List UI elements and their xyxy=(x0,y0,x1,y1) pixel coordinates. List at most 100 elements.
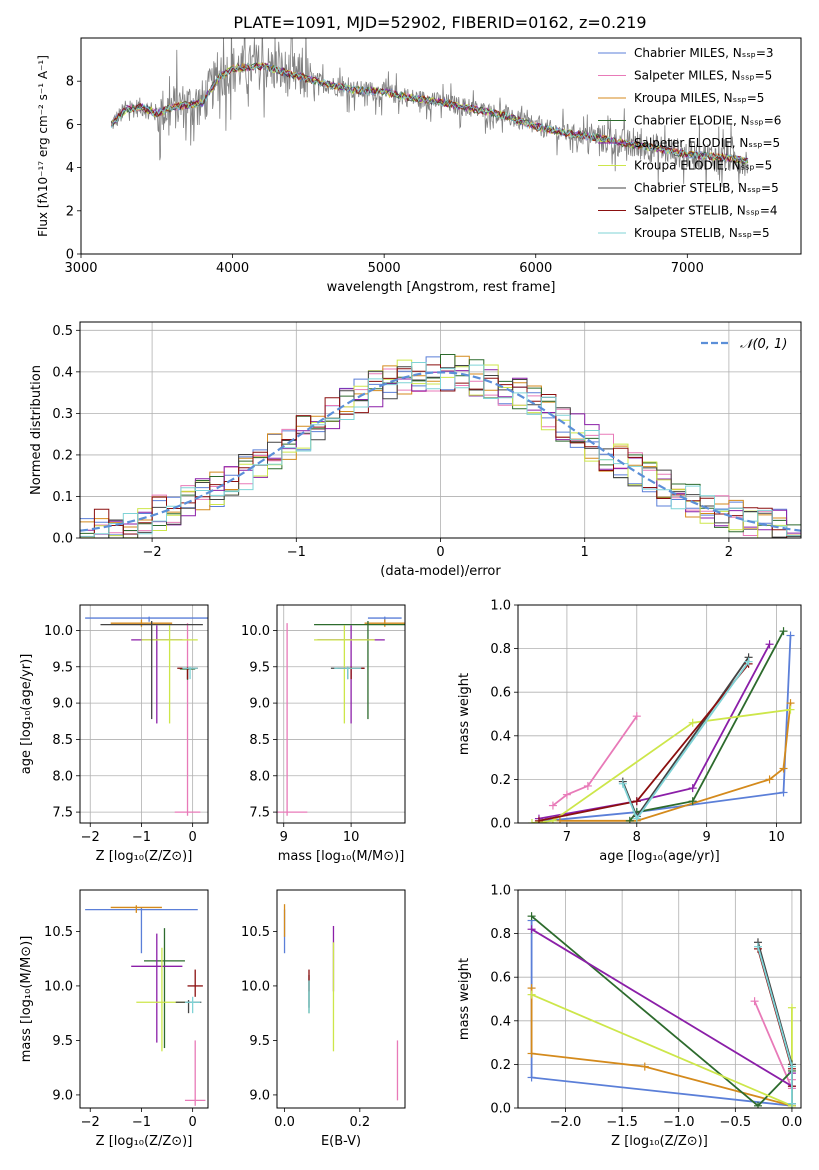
y-tick-label: 9.0 xyxy=(52,1088,73,1103)
plot-area xyxy=(527,627,795,823)
x-tick-label: −1 xyxy=(132,830,151,845)
y-tick-label: 8.0 xyxy=(52,769,73,784)
y-tick-label: 7.5 xyxy=(249,806,270,821)
y-tick-label: 8.5 xyxy=(52,733,73,748)
model-spectrum-9 xyxy=(110,62,749,163)
legend-label: Chabrier ELODIE, Nₛₛₚ=6 xyxy=(634,114,781,128)
y-tick-label: 0.0 xyxy=(490,817,511,832)
axes-frame xyxy=(517,604,802,824)
y-tick-label: 0.1 xyxy=(52,490,73,505)
y-tick-label: 8.0 xyxy=(249,769,270,784)
x-tick-label: 4000 xyxy=(216,261,249,276)
y-tick-label: 9.5 xyxy=(249,1034,270,1049)
y-tick-label: 0.4 xyxy=(490,729,511,744)
y-tick-label: 9.5 xyxy=(52,660,73,675)
y-tick-label: 0.3 xyxy=(52,407,73,422)
x-tick-label: 10 xyxy=(768,830,785,845)
y-tick-label: 0.6 xyxy=(490,686,511,701)
axes-mass-vs-z: −2 −1 0 9.0 9.5 10.0 10.5 Z [log₁₀(Z/Z⊙)] mass [… xyxy=(19,889,209,1149)
x-tick-label: 5000 xyxy=(368,261,401,276)
x-axis-label: E(B-V) xyxy=(321,1134,361,1149)
x-axis-label: Z [log₁₀(Z/Z⊙)] xyxy=(96,849,193,864)
x-axis-label: age [log₁₀(age/yr)] xyxy=(599,849,720,864)
legend-label: Chabrier MILES, Nₛₛₚ=3 xyxy=(634,46,774,60)
x-tick-label: −1 xyxy=(287,545,306,560)
x-tick-label: 10 xyxy=(343,830,360,845)
y-tick-label: 0 xyxy=(66,248,74,263)
y-axis-label: mass weight xyxy=(457,673,472,755)
x-tick-label: −1.5 xyxy=(606,1115,638,1130)
x-tick-label: 7 xyxy=(563,830,571,845)
x-tick-label: −2 xyxy=(81,1115,100,1130)
y-tick-label: 4 xyxy=(66,161,74,176)
x-axis-label: (data-model)/error xyxy=(380,564,501,579)
legend-label: Chabrier STELIB, Nₛₛₚ=5 xyxy=(634,181,779,195)
axes-frame xyxy=(79,321,802,539)
normal-reference-curve xyxy=(80,371,801,532)
y-tick-label: 0.6 xyxy=(490,971,511,986)
legend-label: Kroupa STELIB, Nₛₛₚ=5 xyxy=(634,226,770,240)
plot-area xyxy=(277,616,405,816)
legend-label: Salpeter ELODIE, Nₛₛₚ=5 xyxy=(634,136,780,150)
y-axis-label: age [log₁₀(age/yr)] xyxy=(19,654,34,775)
axes-age-vs-z: −2 −1 0 7.5 8.0 8.5 9.0 9.5 10.0 Z [log₁₀(Z/Z⊙)] a… xyxy=(19,604,209,864)
y-tick-label: 10.0 xyxy=(241,624,270,639)
y-tick-label: 1.0 xyxy=(490,884,511,899)
x-axis-label: wavelength [Angstrom, rest frame] xyxy=(327,280,556,295)
y-tick-label: 10.0 xyxy=(44,624,73,639)
y-tick-label: 9.0 xyxy=(249,1088,270,1103)
axes-frame xyxy=(276,604,406,824)
x-tick-label: 0 xyxy=(188,830,196,845)
axes-age-vs-mass: 9 10 7.5 8.0 8.5 9.0 9.5 10.0 mass [log₁₀(M/M⊙)] xyxy=(241,604,406,864)
y-tick-label: 0.0 xyxy=(52,532,73,547)
y-tick-label: 6 xyxy=(66,118,74,133)
weight-line-6 xyxy=(531,708,791,823)
weight-line-2 xyxy=(552,715,638,807)
weight-line-5 xyxy=(531,928,793,1088)
legend-label: Kroupa MILES, Nₛₛₚ=5 xyxy=(634,91,764,105)
y-tick-label: 10.5 xyxy=(241,925,270,940)
x-tick-label: 9 xyxy=(703,830,711,845)
weight-line-1 xyxy=(545,635,792,822)
y-tick-label: 9.0 xyxy=(52,697,73,712)
x-tick-label: 9 xyxy=(280,830,288,845)
axes-weight-vs-age: 7 8 9 10 0.0 0.2 0.4 0.6 0.8 1.0 age [log₁₀(age/yr… xyxy=(457,599,802,864)
plot-area xyxy=(283,904,399,1101)
axes-frame xyxy=(517,889,802,1109)
x-tick-label: 3000 xyxy=(64,261,97,276)
y-tick-label: 0.8 xyxy=(490,642,511,657)
y-axis-label: Flux [fλ10⁻¹⁷ erg cm⁻² s⁻¹ A⁻¹] xyxy=(36,55,50,237)
weight-line-5 xyxy=(538,643,771,820)
y-tick-label: 0.2 xyxy=(52,448,73,463)
x-tick-label: 6000 xyxy=(519,261,552,276)
x-tick-label: 0 xyxy=(436,545,444,560)
x-tick-label: 0.0 xyxy=(782,1115,803,1130)
y-tick-label: 8.5 xyxy=(249,733,270,748)
plot-area xyxy=(85,616,208,816)
legend: Chabrier MILES, Nₛₛₚ=3 Salpeter MILES, Nₛ… xyxy=(598,46,781,240)
y-tick-label: 9.5 xyxy=(249,660,270,675)
plot-area xyxy=(80,354,801,538)
weight-line-8 xyxy=(757,948,793,1087)
y-tick-label: 10.0 xyxy=(44,979,73,994)
y-tick-label: 7.5 xyxy=(52,806,73,821)
y-tick-label: 8 xyxy=(66,75,74,90)
y-axis-label: mass weight xyxy=(457,958,472,1040)
axes-frame xyxy=(79,889,209,1109)
x-tick-label: 0.0 xyxy=(274,1115,295,1130)
observed-spectrum xyxy=(111,38,749,194)
x-tick-label: 0.2 xyxy=(349,1115,370,1130)
x-axis-label: mass [log₁₀(M/M⊙)] xyxy=(278,849,405,864)
axes-weight-vs-z: −2.0 −1.5 −1.0 −0.5 0.0 0.0 0.2 0.4 0.6 0.8 1.0 Z [… xyxy=(457,884,802,1150)
x-tick-label: 8 xyxy=(633,830,641,845)
axes-frame xyxy=(79,604,209,824)
plot-area xyxy=(110,38,749,194)
y-tick-label: 0.2 xyxy=(490,773,511,788)
x-axis-label: Z [log₁₀(Z/Z⊙)] xyxy=(96,1134,193,1149)
y-tick-label: 9.0 xyxy=(249,697,270,712)
axes-frame xyxy=(276,889,406,1109)
histogram-9 xyxy=(80,362,801,537)
x-tick-label: −1.0 xyxy=(663,1115,695,1130)
axes-mass-vs-ebv: 0.0 0.2 9.0 9.5 10.0 10.5 E(B-V) xyxy=(241,889,406,1149)
